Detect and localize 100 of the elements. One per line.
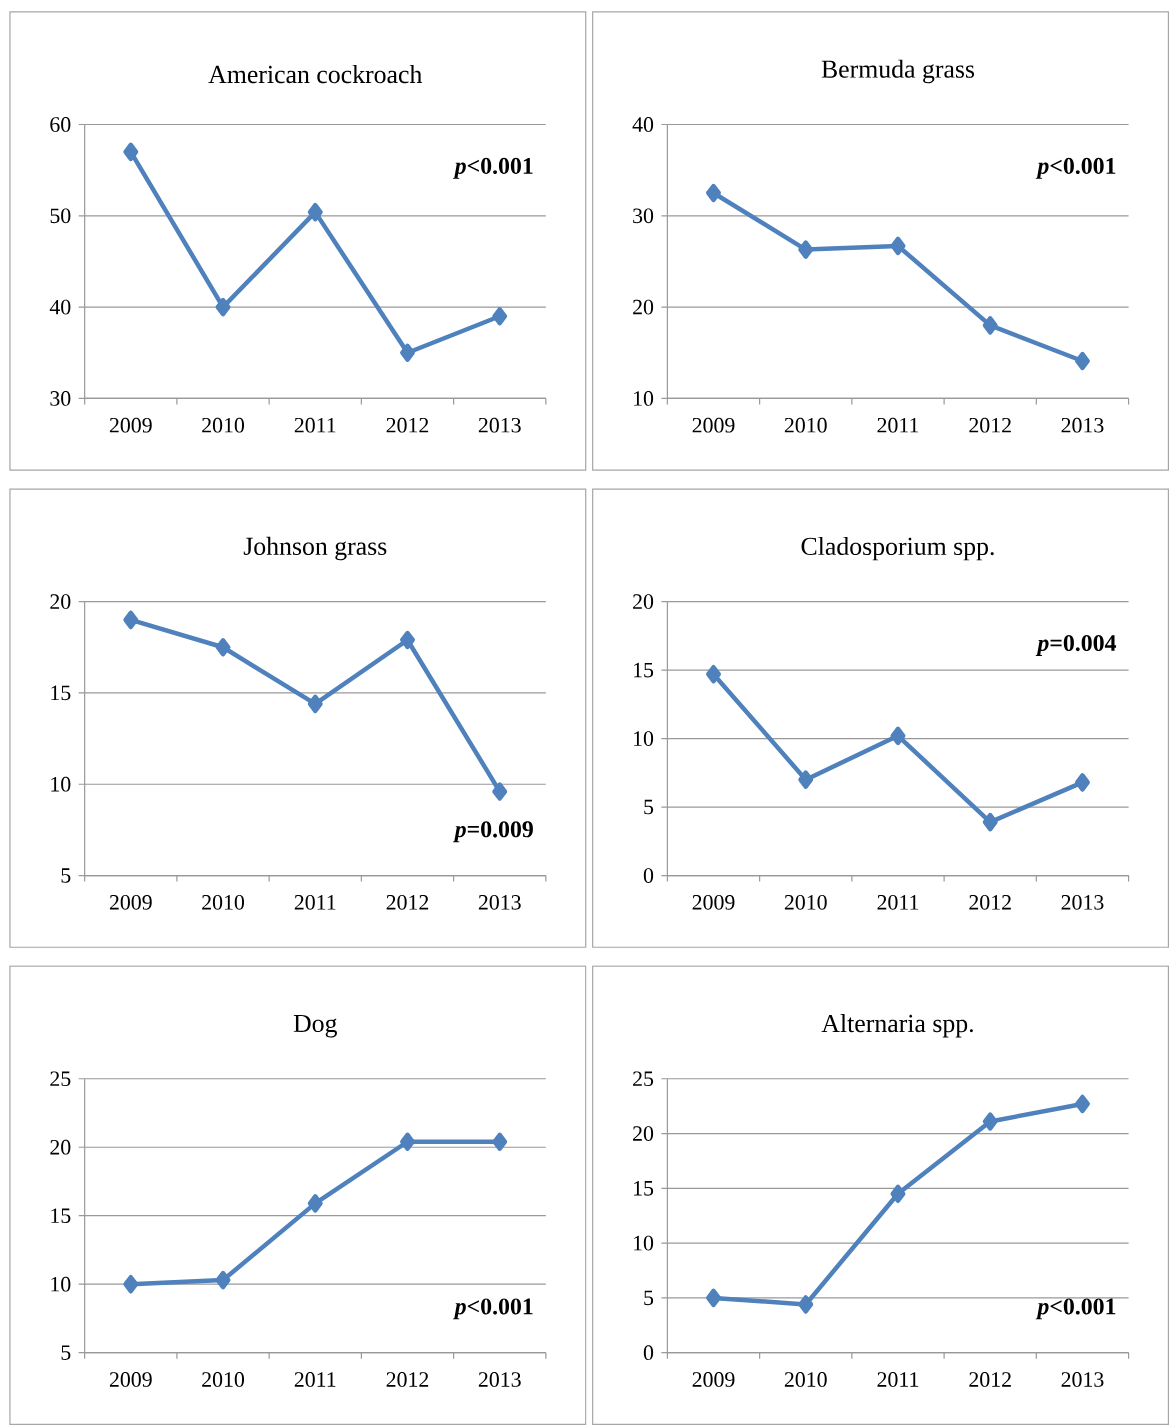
y-tick-label: 10 xyxy=(51,776,71,792)
y-tick-label: 10 xyxy=(634,1235,654,1251)
x-tick-label: 2011 xyxy=(877,1372,919,1387)
x-tick-label: 2011 xyxy=(294,1372,336,1387)
point xyxy=(982,316,998,335)
point xyxy=(123,142,139,162)
point xyxy=(982,812,998,832)
x-tick-label: 2011 xyxy=(294,417,336,433)
point xyxy=(798,770,814,789)
point xyxy=(706,1288,721,1308)
x-tick-label: 2012 xyxy=(969,1372,1011,1387)
y-tick-label: 5 xyxy=(644,1290,654,1306)
y-tick-label: 30 xyxy=(633,208,654,224)
x-tick-label: 2011 xyxy=(877,894,919,910)
y-tick-label: 10 xyxy=(634,391,654,406)
x-tick-label: 2009 xyxy=(692,417,735,433)
y-tick-label: 15 xyxy=(51,1208,71,1224)
x-tick-label: 2012 xyxy=(386,1372,429,1387)
point xyxy=(123,1274,139,1294)
point xyxy=(492,782,508,801)
x-tick-label: 2013 xyxy=(1061,417,1104,433)
x-tick-label: 2010 xyxy=(202,1372,245,1387)
point xyxy=(1074,1094,1090,1114)
point xyxy=(1074,351,1090,371)
y-tick-label: 5 xyxy=(61,1345,71,1360)
annotation: p<0.001 xyxy=(453,1298,533,1320)
annotation: p<0.001 xyxy=(1035,157,1116,179)
y-tick-label: 10 xyxy=(634,731,654,746)
point xyxy=(400,1132,415,1151)
y-tick-label: 5 xyxy=(644,799,654,815)
x-tick-label: 2013 xyxy=(478,417,521,433)
point xyxy=(798,1295,814,1314)
y-tick-label: 10 xyxy=(51,1276,71,1292)
y-tick-label: 40 xyxy=(632,117,654,132)
x-tick-label: 2011 xyxy=(877,417,919,433)
y-tick-label: 20 xyxy=(633,594,654,609)
point xyxy=(215,1270,231,1290)
point xyxy=(123,610,139,630)
x-tick-label: 2010 xyxy=(202,894,245,910)
y-tick-label: 30 xyxy=(50,391,71,406)
point xyxy=(706,183,721,203)
x-tick-label: 2010 xyxy=(202,417,245,433)
x-tick-label: 2009 xyxy=(109,417,152,433)
chart-title: Johnson grass xyxy=(243,536,387,561)
point xyxy=(400,630,415,650)
y-tick-label: 20 xyxy=(633,1126,654,1141)
chart-title: Alternaria spp. xyxy=(821,1014,973,1038)
x-tick-label: 2009 xyxy=(109,894,152,910)
y-tick-label: 50 xyxy=(50,208,71,224)
chart-title: Bermuda grass xyxy=(821,59,975,84)
y-tick-label: 60 xyxy=(50,117,71,132)
point xyxy=(890,726,906,746)
x-tick-label: 2012 xyxy=(386,894,429,910)
y-tick-label: 5 xyxy=(61,868,71,883)
y-tick-label: 0 xyxy=(643,1345,654,1361)
y-tick-label: 15 xyxy=(634,662,654,678)
chart-title: American cockroach xyxy=(208,65,423,84)
point xyxy=(1074,773,1090,792)
x-tick-label: 2012 xyxy=(969,417,1011,433)
point xyxy=(890,1184,906,1204)
point xyxy=(492,307,508,326)
point xyxy=(798,240,814,259)
y-tick-label: 15 xyxy=(51,685,71,701)
point xyxy=(890,236,906,256)
chart-title: Dog xyxy=(293,1014,337,1038)
point xyxy=(307,1194,323,1213)
x-tick-label: 2013 xyxy=(1061,894,1104,910)
chart-title: Cladosporium spp. xyxy=(801,536,994,561)
point xyxy=(982,1112,998,1131)
annotation: p=0.004 xyxy=(1035,634,1117,656)
y-tick-label: 20 xyxy=(50,594,71,609)
y-tick-label: 15 xyxy=(634,1181,654,1196)
point xyxy=(307,694,323,714)
y-tick-label: 40 xyxy=(49,299,71,315)
x-tick-label: 2013 xyxy=(478,1372,521,1387)
annotation: p<0.001 xyxy=(453,157,533,179)
y-tick-label: 20 xyxy=(50,1139,71,1155)
point xyxy=(307,202,323,222)
point xyxy=(400,343,415,362)
annotation: p=0.009 xyxy=(453,821,533,843)
x-tick-label: 2012 xyxy=(386,417,429,433)
x-tick-label: 2012 xyxy=(969,894,1011,910)
point xyxy=(215,638,231,657)
y-tick-label: 25 xyxy=(50,1071,71,1087)
x-tick-label: 2010 xyxy=(784,894,827,910)
y-tick-label: 0 xyxy=(643,868,654,883)
x-tick-label: 2009 xyxy=(692,1372,735,1387)
x-tick-label: 2010 xyxy=(784,1372,827,1387)
x-tick-label: 2013 xyxy=(1061,1372,1104,1387)
x-tick-label: 2009 xyxy=(692,894,735,910)
annotation: p<0.001 xyxy=(1035,1298,1116,1320)
x-tick-label: 2009 xyxy=(109,1372,152,1387)
x-tick-label: 2013 xyxy=(478,894,521,910)
y-tick-label: 25 xyxy=(633,1071,654,1087)
point xyxy=(492,1132,508,1151)
x-tick-label: 2011 xyxy=(294,894,336,910)
y-tick-label: 20 xyxy=(633,299,654,315)
point xyxy=(706,665,721,684)
point xyxy=(215,297,231,317)
x-tick-label: 2010 xyxy=(784,417,827,433)
